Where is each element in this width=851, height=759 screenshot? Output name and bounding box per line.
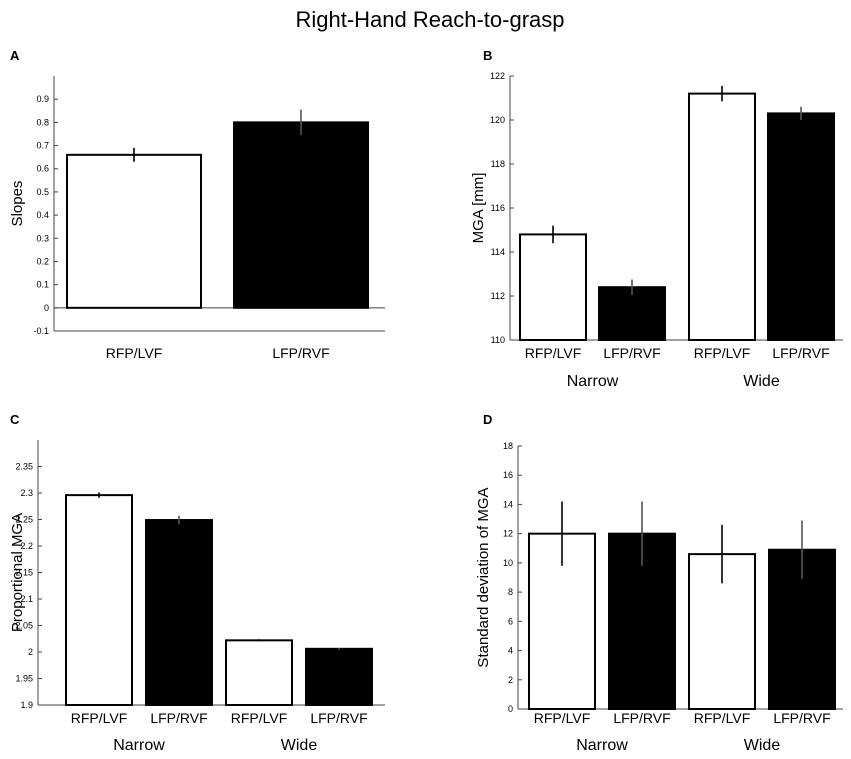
bar <box>519 233 587 341</box>
panel-letter: C <box>10 412 20 427</box>
panel-letter: B <box>483 48 492 63</box>
y-tick-label: 120 <box>490 115 505 125</box>
y-tick-label: 0 <box>44 303 49 313</box>
y-tick-label: 114 <box>491 247 505 257</box>
y-tick-label: 2 <box>508 675 513 685</box>
panel-d: D 0 2 4 6 8 10 12 14 16 18 Standard deviation of MG… <box>475 412 843 754</box>
category-label: LFP/RVF <box>773 710 830 726</box>
y-tick-label: 0.7 <box>36 141 49 151</box>
y-tick-label: 116 <box>491 203 505 213</box>
y-tick-label: 10 <box>503 558 513 568</box>
bar <box>688 92 756 341</box>
y-tick-label: 0.5 <box>36 187 49 197</box>
group-label: Narrow <box>576 737 628 754</box>
panel-b: B 110 112 114 116 118 120 122 MGA [mm] RFP/LVF LFP… <box>470 48 843 390</box>
category-label: LFP/RVF <box>272 345 329 361</box>
category-label: RFP/LVF <box>71 710 128 726</box>
bar <box>145 519 213 707</box>
y-tick-label: 0.3 <box>36 233 49 243</box>
y-tick-label: 2.35 <box>15 462 33 472</box>
category-label: RFP/LVF <box>525 345 582 361</box>
y-tick-label: 2.2 <box>20 541 33 551</box>
y-tick-label: 118 <box>491 159 505 169</box>
panels: A -0.1 0 0.1 0.2 0.3 0.4 0.5 0.6 0.7 0.8 0.9 Slopes R… <box>9 48 843 754</box>
y-tick-label: 14 <box>503 499 513 509</box>
bar <box>233 121 369 309</box>
bar <box>65 494 133 706</box>
y-tick-label: 12 <box>503 529 513 539</box>
group-label: Narrow <box>567 373 619 390</box>
y-tick-label: 1.9 <box>20 700 33 710</box>
category-label: LFP/RVF <box>603 345 660 361</box>
y-tick-label: -0.1 <box>33 326 49 336</box>
figure-title: Right-Hand Reach-to-grasp <box>295 7 564 32</box>
bar <box>688 553 756 710</box>
category-label: LFP/RVF <box>613 710 670 726</box>
y-tick-label: 4 <box>508 646 513 656</box>
y-tick-label: 2.15 <box>15 568 33 578</box>
panel-letter: D <box>483 412 492 427</box>
y-tick-label: 6 <box>508 616 513 626</box>
y-tick-label: 112 <box>491 291 505 301</box>
y-tick-label: 0 <box>508 704 513 714</box>
y-tick-label: 8 <box>508 587 513 597</box>
y-tick-label: 2.1 <box>20 594 33 604</box>
y-tick-label: 0.8 <box>36 117 49 127</box>
bar <box>767 112 835 342</box>
y-tick-label: 0.1 <box>36 280 49 290</box>
category-label: RFP/LVF <box>106 345 163 361</box>
y-tick-label: 16 <box>503 470 513 480</box>
y-tick-label: 18 <box>503 441 513 451</box>
bar <box>66 153 202 309</box>
category-label: RFP/LVF <box>231 710 288 726</box>
y-axis-label: Slopes <box>9 181 26 227</box>
y-tick-label: 0.2 <box>36 256 49 266</box>
y-tick-label: 0.6 <box>36 164 49 174</box>
group-label: Wide <box>281 737 318 754</box>
group-label: Wide <box>743 373 780 390</box>
group-label: Wide <box>744 737 781 754</box>
bar <box>598 286 666 342</box>
y-tick-label: 2.05 <box>15 621 33 631</box>
category-label: LFP/RVF <box>310 710 367 726</box>
y-tick-label: 0.4 <box>36 210 49 220</box>
category-label: LFP/RVF <box>150 710 207 726</box>
category-label: RFP/LVF <box>694 710 751 726</box>
y-axis-label: MGA [mm] <box>470 173 487 244</box>
y-axis-label: Standard deviation of MGA <box>475 487 492 667</box>
panel-letter: A <box>10 48 20 63</box>
panel-a: A -0.1 0 0.1 0.2 0.3 0.4 0.5 0.6 0.7 0.8 0.9 Slopes R… <box>9 48 385 361</box>
y-tick-label: 2 <box>28 647 33 657</box>
bar <box>305 647 373 707</box>
category-label: RFP/LVF <box>694 345 751 361</box>
bar <box>225 639 293 707</box>
panel-c: C 1.9 1.95 2 2.05 2.1 2.15 2.2 2.25 2.3 2.35 Propor… <box>9 412 385 754</box>
y-tick-label: 2.3 <box>20 488 33 498</box>
group-label: Narrow <box>113 737 165 754</box>
y-tick-label: 122 <box>490 71 505 81</box>
y-axis-label: Proportional MGA <box>9 513 26 632</box>
y-tick-label: 1.95 <box>15 674 33 684</box>
category-label: LFP/RVF <box>772 345 829 361</box>
y-tick-label: 2.25 <box>15 515 33 525</box>
y-tick-label: 110 <box>491 335 505 345</box>
y-tick-label: 0.9 <box>36 94 49 104</box>
category-label: RFP/LVF <box>534 710 591 726</box>
